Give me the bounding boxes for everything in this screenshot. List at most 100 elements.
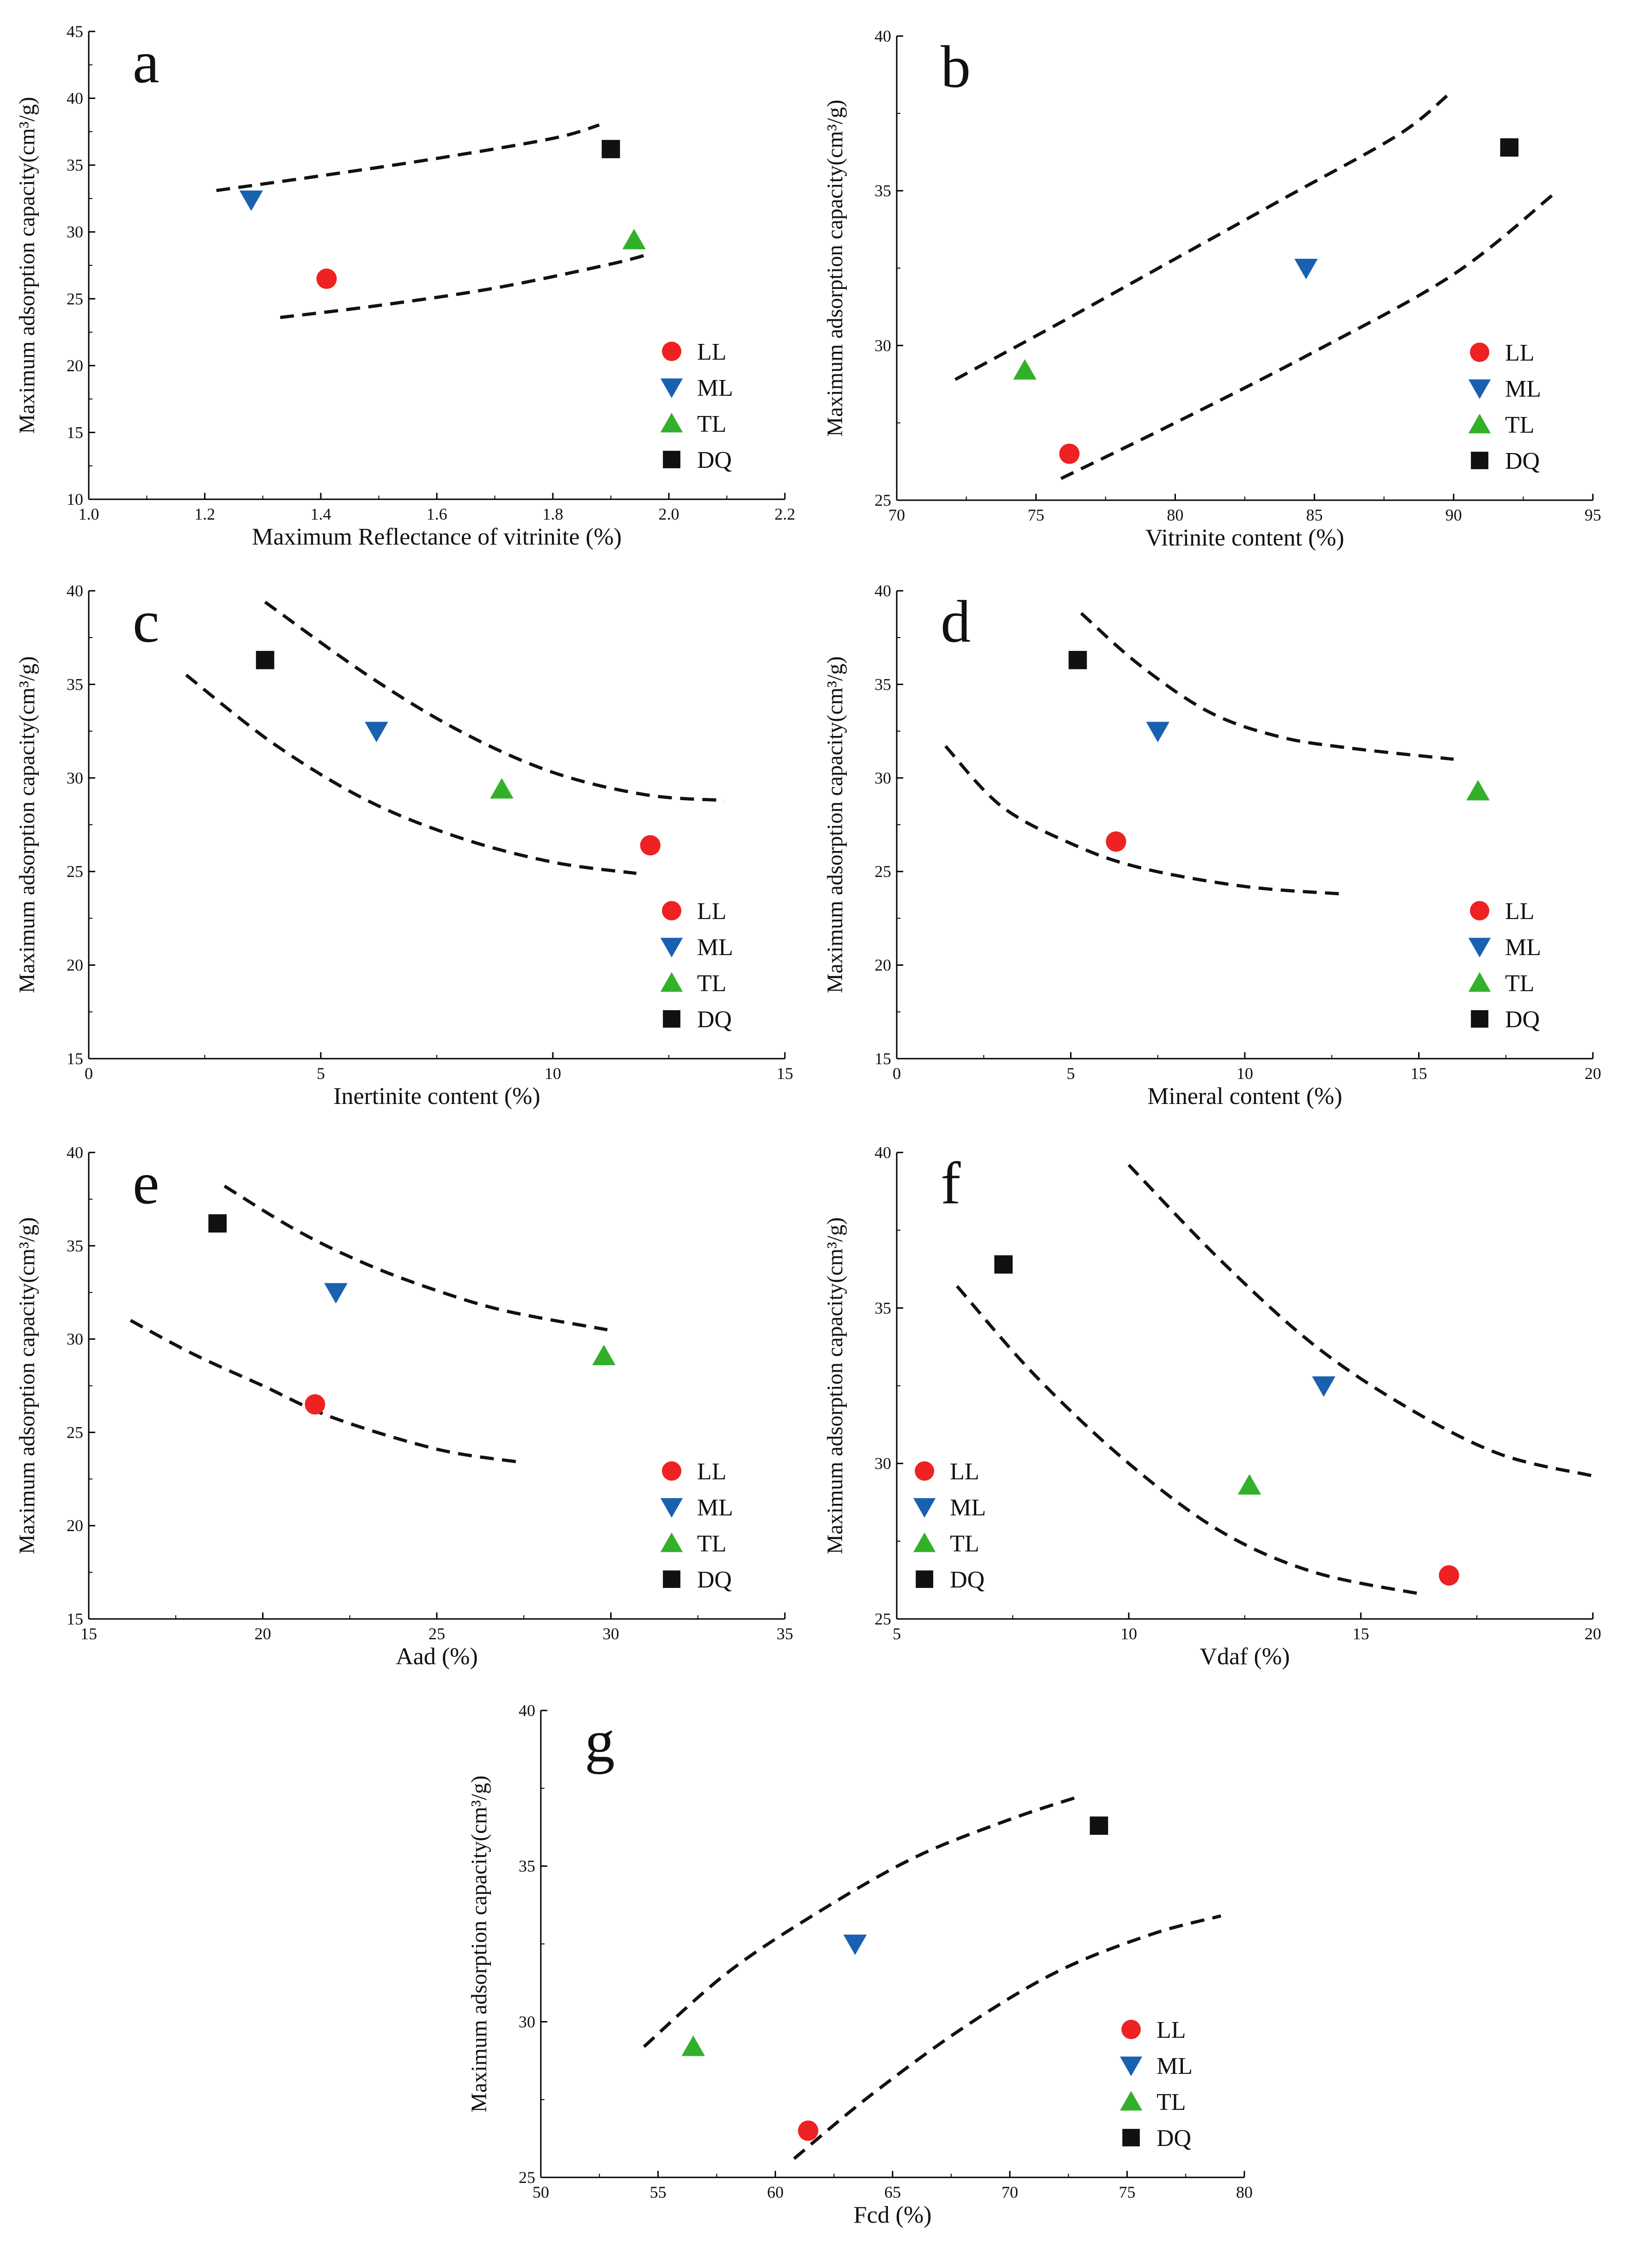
data-point-dq: [256, 650, 275, 669]
x-tick-label: 10: [1236, 1064, 1253, 1083]
y-tick-label: 30: [875, 1454, 891, 1473]
x-tick-label: 80: [1236, 2183, 1253, 2201]
legend-label: DQ: [950, 1567, 985, 1593]
data-point-ll: [1059, 443, 1080, 464]
data-point-ml: [324, 1283, 348, 1304]
legend-label: LL: [1505, 898, 1535, 925]
y-axis-title: Maximum adsorption capacity(cm³/g): [15, 656, 39, 993]
data-point-ll: [640, 835, 661, 856]
upper-bound-line: [216, 123, 600, 192]
y-tick-label: 35: [875, 1299, 891, 1317]
legend-marker-ml: [913, 1498, 936, 1518]
panel-letter: f: [941, 1150, 961, 1217]
x-tick-label: 55: [650, 2183, 667, 2201]
panel-b: 70 75 80 85 90 95 25 30 35 40 Vitrinite content (%…: [823, 27, 1601, 551]
legend-label: LL: [697, 339, 727, 365]
x-tick-label: 1.4: [311, 505, 331, 523]
lower-bound-line: [1060, 192, 1555, 480]
x-tick-label: 25: [428, 1624, 445, 1643]
y-tick-label: 30: [67, 1330, 83, 1349]
legend-label: LL: [950, 1459, 979, 1485]
y-tick-label: 25: [875, 1610, 891, 1628]
y-tick-label: 40: [875, 27, 891, 45]
upper-bound-line: [643, 1796, 1076, 2048]
legend-marker-dq: [663, 1570, 680, 1588]
legend-marker-tl: [1468, 414, 1491, 434]
legend-label: DQ: [1505, 1006, 1540, 1033]
legend-marker-ll: [1470, 343, 1489, 362]
y-tick-label: 35: [67, 156, 83, 174]
panel-letter: e: [133, 1150, 159, 1217]
legend-marker-ml: [660, 378, 683, 398]
panel-c: 0 5 10 15 15 20 25 30 35 40 Inertinite content (%)…: [15, 582, 793, 1109]
x-tick-label: 15: [1353, 1624, 1369, 1643]
legend-label: DQ: [697, 1567, 732, 1593]
data-point-ll: [1106, 831, 1126, 852]
data-point-tl: [1013, 359, 1037, 380]
x-axis-title: Maximum Reflectance of vitrinite (%): [252, 524, 622, 550]
legend-marker-ll: [662, 1461, 681, 1481]
y-tick-label: 25: [875, 491, 891, 509]
y-tick-label: 15: [67, 1610, 83, 1628]
x-tick-label: 20: [255, 1624, 271, 1643]
x-tick-label: 5: [317, 1064, 325, 1083]
legend-label: DQ: [697, 447, 732, 473]
x-axis-title: Vdaf (%): [1200, 1643, 1290, 1670]
x-tick-label: 1.6: [427, 505, 447, 523]
legend-marker-ml: [660, 938, 683, 957]
panel-g: 50 55 60 65 70 75 80 25 30 35 40 Fcd (%) Maximum ads…: [467, 1701, 1253, 2228]
legend-marker-tl: [660, 1532, 683, 1552]
lower-bound-line: [955, 1285, 1422, 1596]
y-tick-label: 15: [67, 423, 83, 441]
legend-marker-tl: [660, 413, 683, 433]
x-tick-label: 20: [1585, 1624, 1601, 1643]
x-tick-label: 15: [777, 1064, 793, 1083]
legend-marker-ll: [662, 342, 681, 361]
y-tick-label: 40: [875, 582, 891, 600]
y-tick-label: 25: [875, 862, 891, 881]
legend-marker-ml: [1120, 2056, 1143, 2076]
x-tick-label: 0: [85, 1064, 93, 1083]
y-tick-label: 40: [67, 582, 83, 600]
lower-bound-line: [280, 251, 652, 319]
data-point-tl: [1466, 780, 1490, 801]
legend-label: ML: [697, 1495, 733, 1521]
y-axis-title: Maximum adsorption capacity(cm³/g): [823, 1217, 847, 1554]
legend-label: ML: [1505, 934, 1541, 961]
legend-marker-tl: [913, 1532, 936, 1552]
y-tick-label: 20: [67, 1516, 83, 1535]
legend-label: TL: [1505, 412, 1535, 438]
lower-bound-line: [944, 745, 1343, 896]
x-tick-label: 90: [1445, 506, 1462, 524]
y-tick-label: 15: [67, 1049, 83, 1068]
legend-marker-tl: [660, 972, 683, 992]
data-point-tl: [681, 2035, 705, 2056]
legend-marker-ml: [660, 1498, 683, 1518]
x-tick-label: 50: [532, 2183, 549, 2201]
y-axis-title: Maximum adsorption capacity(cm³/g): [467, 1776, 491, 2113]
lower-bound-line: [793, 1914, 1222, 2160]
x-tick-label: 85: [1306, 506, 1323, 524]
y-axis-title: Maximum adsorption capacity(cm³/g): [823, 100, 847, 437]
legend-label: TL: [950, 1531, 979, 1557]
data-point-ml: [365, 722, 388, 742]
panel-letter: a: [133, 29, 159, 96]
legend-marker-tl: [1120, 2091, 1143, 2111]
y-tick-label: 20: [67, 356, 83, 375]
x-tick-label: 1.8: [543, 505, 563, 523]
legend-label: ML: [1505, 376, 1541, 402]
y-tick-label: 30: [875, 769, 891, 787]
x-tick-label: 70: [888, 506, 905, 524]
y-tick-label: 25: [519, 2168, 535, 2187]
legend-label: DQ: [697, 1006, 732, 1033]
x-tick-label: 95: [1585, 506, 1601, 524]
x-tick-label: 30: [603, 1624, 619, 1643]
data-point-ml: [1146, 722, 1170, 742]
legend-marker-dq: [663, 1010, 680, 1028]
data-point-ml: [239, 190, 263, 211]
x-tick-label: 1.2: [195, 505, 215, 523]
data-point-ml: [1312, 1376, 1335, 1397]
y-tick-label: 20: [875, 956, 891, 975]
x-tick-label: 70: [1002, 2183, 1018, 2201]
